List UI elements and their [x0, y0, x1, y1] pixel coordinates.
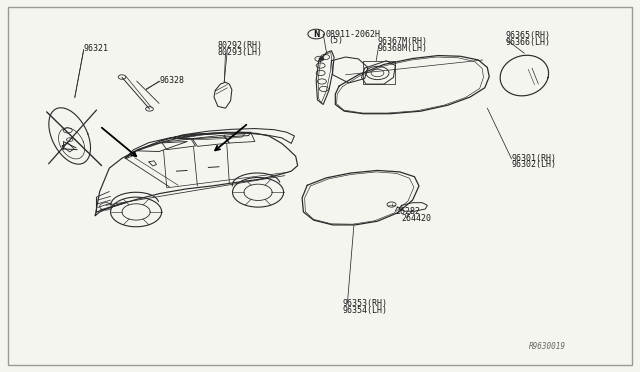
- Text: R9630019: R9630019: [529, 342, 566, 351]
- Text: 26282: 26282: [396, 207, 420, 216]
- Text: 96302(LH): 96302(LH): [511, 160, 557, 169]
- Text: 96365(RH): 96365(RH): [505, 31, 550, 41]
- Circle shape: [319, 58, 323, 60]
- Text: 96368M(LH): 96368M(LH): [378, 44, 428, 52]
- Text: 96301(RH): 96301(RH): [511, 154, 557, 163]
- Text: 96366(LH): 96366(LH): [505, 38, 550, 47]
- Text: 96367M(RH): 96367M(RH): [378, 37, 428, 46]
- Text: (5): (5): [328, 36, 343, 45]
- Text: 264420: 264420: [402, 214, 432, 223]
- Text: 08911-2062H: 08911-2062H: [325, 29, 380, 39]
- Text: N: N: [313, 29, 319, 39]
- Text: 96328: 96328: [159, 76, 184, 85]
- Text: 80293(LH): 80293(LH): [218, 48, 263, 57]
- Text: 96321: 96321: [84, 44, 109, 53]
- Text: 96353(RH): 96353(RH): [342, 299, 387, 308]
- Text: 80292(RH): 80292(RH): [218, 41, 263, 51]
- Text: 96354(LH): 96354(LH): [342, 307, 387, 315]
